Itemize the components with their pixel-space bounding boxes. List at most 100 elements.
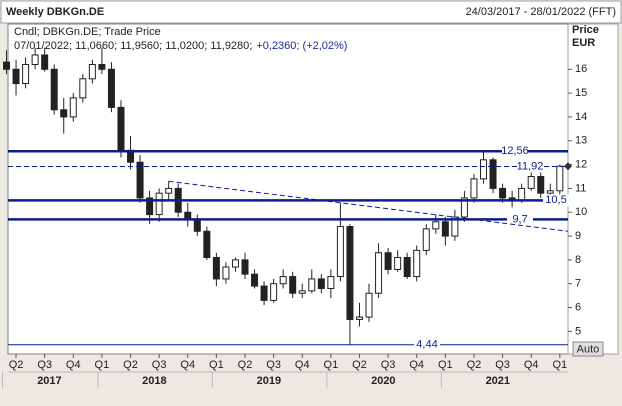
- candle-body: [289, 276, 297, 294]
- candle-body: [241, 259, 249, 275]
- trend-line: [168, 180, 569, 232]
- candle-body: [432, 221, 440, 230]
- x-tick-label: Q4: [180, 359, 195, 371]
- candle-body: [165, 187, 173, 194]
- candle-body: [470, 178, 478, 199]
- candle-body: [117, 106, 125, 151]
- x-tick-label: Q4: [409, 359, 424, 371]
- hline-label: 10,5: [545, 194, 566, 206]
- candle-body: [41, 54, 49, 70]
- candle-body: [384, 252, 392, 270]
- year-label: 2019: [257, 375, 281, 387]
- title-bar: [0, 0, 622, 24]
- quote-change: +0,2360; (+2,02%): [256, 40, 347, 52]
- y-tick-label: 12: [575, 158, 587, 170]
- y-tick-label: 16: [575, 63, 587, 75]
- candle-body: [12, 68, 20, 85]
- candle-body: [460, 197, 468, 218]
- candle-body: [22, 64, 30, 85]
- x-tick-label: Q3: [152, 359, 167, 371]
- candle-body: [346, 226, 354, 320]
- y-tick-label: 15: [575, 87, 587, 99]
- candle-body: [365, 292, 373, 318]
- candle-body: [327, 276, 335, 289]
- candle-body: [480, 159, 487, 180]
- candle-body: [336, 226, 344, 278]
- candle-body: [308, 278, 316, 292]
- x-tick-label: Q2: [467, 359, 482, 371]
- candle-body: [231, 259, 239, 268]
- candle-body: [527, 175, 535, 189]
- x-tick-label: Q4: [66, 359, 81, 371]
- hline-label-bg: [502, 145, 528, 158]
- y-tick-label: 7: [575, 278, 581, 290]
- auto-scale-button[interactable]: [572, 341, 604, 357]
- year-label: 2017: [37, 375, 61, 387]
- x-tick-label: Q2: [123, 359, 138, 371]
- x-tick-label: Q3: [495, 359, 510, 371]
- candle-body: [270, 283, 278, 301]
- y-axis-panel: [567, 23, 619, 355]
- candle-body: [193, 218, 201, 232]
- candle-body: [317, 278, 325, 289]
- candle-body: [499, 187, 507, 199]
- candle-body: [69, 97, 77, 118]
- x-tick-label: Q1: [209, 359, 224, 371]
- quote-values: 07/01/2022; 11,0660; 11,9560; 11,0200; 1…: [14, 40, 252, 52]
- candle-body: [489, 159, 497, 189]
- x-tick-label: Q3: [37, 359, 52, 371]
- y-tick-label: 13: [575, 135, 587, 147]
- x-tick-label: Q1: [552, 359, 567, 371]
- x-tick-label: Q1: [438, 359, 453, 371]
- x-tick-label: Q3: [381, 359, 396, 371]
- candle-body: [136, 161, 144, 199]
- y-tick-label: 9: [575, 230, 581, 242]
- candle-body: [355, 316, 363, 320]
- hline-label-bg: [507, 213, 533, 226]
- candle-body: [79, 78, 87, 99]
- candle-body: [518, 187, 526, 201]
- candle-body: [31, 54, 39, 66]
- chart-title: Weekly DBKGn.DE: [6, 6, 104, 18]
- hline-label: 4,44: [416, 339, 437, 351]
- year-label: 2020: [371, 375, 395, 387]
- hline-label-bg: [517, 160, 543, 173]
- candle-body: [60, 109, 68, 118]
- candle-body: [413, 249, 421, 278]
- x-tick-label: Q1: [95, 359, 110, 371]
- x-tick-label: Q4: [524, 359, 539, 371]
- hline-label-bg: [414, 338, 440, 351]
- candle-body: [375, 252, 383, 294]
- candle-body: [441, 221, 449, 237]
- y-tick-label: 10: [575, 206, 587, 218]
- hline-label: 9,7: [512, 213, 527, 225]
- candle-body: [88, 64, 96, 80]
- x-tick-label: Q3: [266, 359, 281, 371]
- hline-label: 12,56: [501, 145, 529, 157]
- y-tick-label: 5: [575, 325, 581, 337]
- candle-body: [279, 276, 287, 285]
- candle-body: [298, 290, 306, 294]
- y-tick-label: 14: [575, 111, 587, 123]
- candle-body: [422, 228, 430, 251]
- candle-body: [155, 192, 163, 216]
- x-tick-label: Q4: [295, 359, 310, 371]
- year-label: 2018: [142, 375, 166, 387]
- candle-body: [251, 273, 259, 287]
- candle-body: [222, 266, 230, 280]
- candle-body: [394, 257, 402, 270]
- candle-body: [403, 257, 411, 278]
- candle-body: [546, 190, 554, 194]
- auto-scale-label[interactable]: Auto: [577, 343, 600, 355]
- year-label: 2021: [486, 375, 510, 387]
- candle-body: [50, 68, 58, 111]
- x-tick-label: Q1: [324, 359, 339, 371]
- candle-body: [3, 61, 10, 70]
- candle-body: [146, 197, 154, 216]
- candle-body: [203, 230, 211, 259]
- hline-label-bg: [543, 194, 569, 207]
- x-tick-label: Q2: [238, 359, 253, 371]
- y-tick-label: 6: [575, 301, 581, 313]
- candle-body: [98, 64, 106, 70]
- candle-body: [537, 175, 545, 194]
